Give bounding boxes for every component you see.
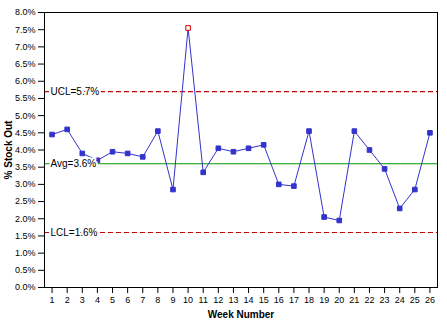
svg-text:18: 18 <box>304 295 314 305</box>
svg-text:6.5%: 6.5% <box>15 59 36 69</box>
svg-text:17: 17 <box>289 295 299 305</box>
svg-text:7.5%: 7.5% <box>15 25 36 35</box>
svg-text:25: 25 <box>410 295 420 305</box>
svg-text:19: 19 <box>319 295 329 305</box>
svg-text:5.0%: 5.0% <box>15 111 36 121</box>
svg-text:24: 24 <box>395 295 405 305</box>
svg-text:2: 2 <box>65 295 70 305</box>
svg-text:3: 3 <box>80 295 85 305</box>
svg-text:7.0%: 7.0% <box>15 42 36 52</box>
svg-text:7: 7 <box>140 295 145 305</box>
svg-text:22: 22 <box>364 295 374 305</box>
svg-text:4: 4 <box>95 295 100 305</box>
svg-text:8: 8 <box>155 295 160 305</box>
svg-text:14: 14 <box>244 295 254 305</box>
svg-text:20: 20 <box>334 295 344 305</box>
svg-text:13: 13 <box>228 295 238 305</box>
svg-text:26: 26 <box>425 295 435 305</box>
svg-text:0.0%: 0.0% <box>15 282 36 292</box>
svg-text:5.5%: 5.5% <box>15 93 36 103</box>
svg-text:15: 15 <box>259 295 269 305</box>
svg-text:1: 1 <box>50 295 55 305</box>
svg-text:1.0%: 1.0% <box>15 248 36 258</box>
svg-text:0.5%: 0.5% <box>15 265 36 275</box>
svg-text:8.0%: 8.0% <box>15 7 36 17</box>
svg-text:6: 6 <box>125 295 130 305</box>
svg-text:Week Number: Week Number <box>208 309 275 320</box>
svg-text:LCL=1.6%: LCL=1.6% <box>51 227 98 238</box>
svg-text:4.0%: 4.0% <box>15 145 36 155</box>
svg-text:1.5%: 1.5% <box>15 231 36 241</box>
svg-text:21: 21 <box>349 295 359 305</box>
svg-text:9: 9 <box>170 295 175 305</box>
svg-text:2.0%: 2.0% <box>15 214 36 224</box>
svg-text:6.0%: 6.0% <box>15 76 36 86</box>
svg-text:3.0%: 3.0% <box>15 179 36 189</box>
svg-text:2.5%: 2.5% <box>15 196 36 206</box>
svg-text:4.5%: 4.5% <box>15 128 36 138</box>
svg-text:23: 23 <box>380 295 390 305</box>
svg-text:UCL=5.7%: UCL=5.7% <box>51 86 100 97</box>
svg-text:Avg=3.6%: Avg=3.6% <box>51 158 97 169</box>
svg-text:11: 11 <box>199 295 208 305</box>
svg-text:5: 5 <box>110 295 115 305</box>
svg-text:12: 12 <box>213 295 223 305</box>
svg-text:% Stock Out: % Stock Out <box>3 120 14 180</box>
svg-text:16: 16 <box>274 295 284 305</box>
svg-text:3.5%: 3.5% <box>15 162 36 172</box>
svg-text:10: 10 <box>183 295 193 305</box>
